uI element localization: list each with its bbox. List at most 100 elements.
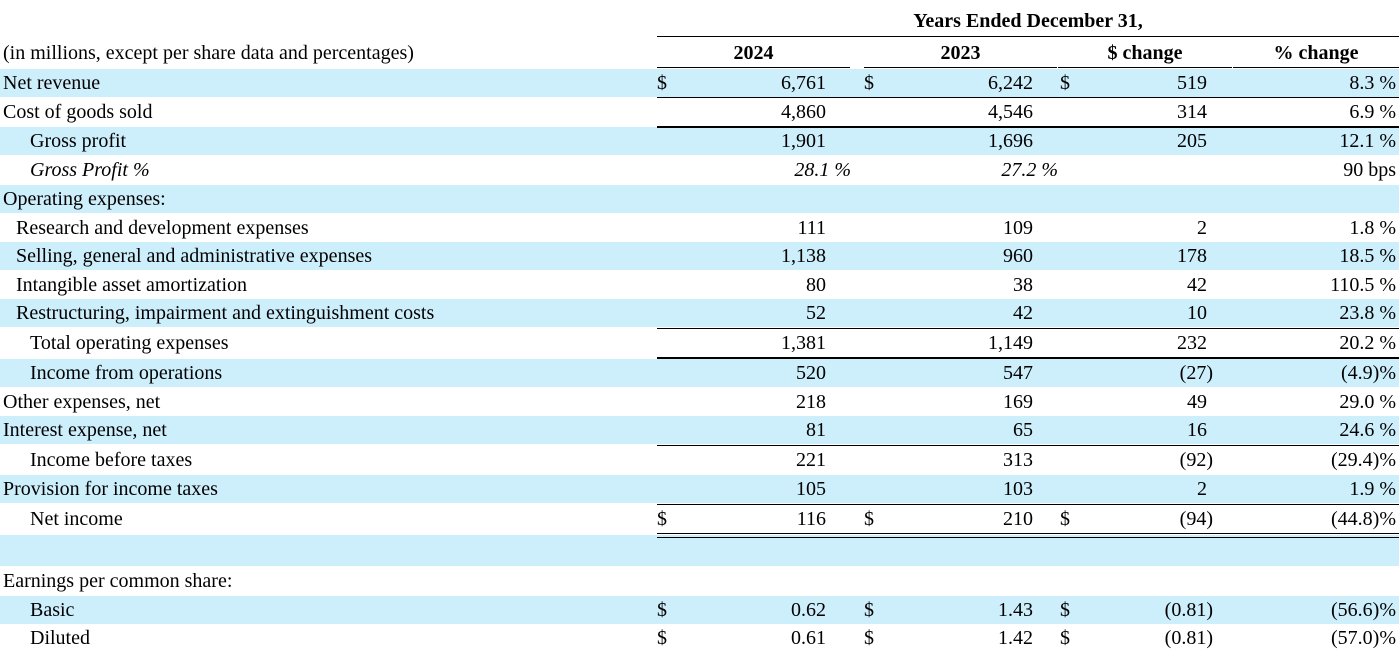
value-2023: 1.43 xyxy=(998,599,1033,621)
value-dollar-change: (27) xyxy=(1179,362,1213,384)
table-row-eps-diluted: Diluted $ 0.61 $ 1.42 $ (0.81) (57.0)% xyxy=(0,624,1399,652)
value-dollar-change: 178 xyxy=(1177,245,1207,267)
value-2023: 1,696 xyxy=(988,130,1033,152)
table-row-total-operating-expenses: Total operating expenses 1,381 1,149 232… xyxy=(0,329,1399,357)
row-label: Cost of goods sold xyxy=(3,101,153,123)
value-2023: 42 xyxy=(1013,302,1033,324)
dollar-sign: $ xyxy=(864,72,874,94)
row-label: Income before taxes xyxy=(30,449,193,471)
value-2024: 1,381 xyxy=(781,332,826,354)
value-dollar-change: 2 xyxy=(1197,217,1207,239)
dollar-sign: $ xyxy=(1060,72,1070,94)
value-2023: 103 xyxy=(1003,478,1033,500)
row-label: Other expenses, net xyxy=(3,391,161,413)
column-header-percent-change: % change xyxy=(1233,38,1399,68)
value-percent-change: 1.8 % xyxy=(1349,217,1396,239)
value-dollar-change: (0.81) xyxy=(1164,599,1213,621)
value-2023: 6,242 xyxy=(988,72,1033,94)
dollar-sign: $ xyxy=(657,72,667,94)
table-header-columns-row: (in millions, except per share data and … xyxy=(0,38,1399,68)
value-2024: 1,901 xyxy=(781,130,826,152)
rule-line xyxy=(657,445,1399,446)
table-row-eps-basic: Basic $ 0.62 $ 1.43 $ (0.81) (56.6)% xyxy=(0,596,1399,624)
units-note: (in millions, except per share data and … xyxy=(3,42,414,64)
dollar-sign: $ xyxy=(864,627,874,649)
table-row-other-expenses: Other expenses, net 218 169 49 29.0 % xyxy=(0,388,1399,416)
value-2024: 0.61 xyxy=(791,627,826,649)
rule-line xyxy=(657,504,1399,505)
dollar-sign: $ xyxy=(657,599,667,621)
value-2024: 81 xyxy=(806,419,826,441)
row-label: Gross profit xyxy=(30,130,127,152)
table-row-research-development: Research and development expenses 111 10… xyxy=(0,214,1399,242)
dollar-sign: $ xyxy=(1060,508,1070,530)
column-header-2024: 2024 xyxy=(657,38,850,68)
value-2024: 52 xyxy=(806,302,826,324)
value-2024: 105 xyxy=(796,478,826,500)
dollar-sign: $ xyxy=(1060,599,1070,621)
rule-line xyxy=(657,357,1399,359)
dollar-sign: $ xyxy=(657,627,667,649)
row-label: Basic xyxy=(30,599,75,621)
row-label: Net revenue xyxy=(3,72,101,94)
value-2023: 1.42 xyxy=(998,627,1033,649)
table-row-sga-expenses: Selling, general and administrative expe… xyxy=(0,242,1399,270)
value-2023: 1,149 xyxy=(988,332,1033,354)
value-percent-change: (29.4)% xyxy=(1331,449,1396,471)
row-label: Interest expense, net xyxy=(3,419,167,441)
dollar-sign: $ xyxy=(657,508,667,530)
value-2024: 116 xyxy=(796,508,826,530)
value-dollar-change: 314 xyxy=(1177,101,1207,123)
value-dollar-change: 232 xyxy=(1177,332,1207,354)
value-dollar-change: 10 xyxy=(1187,302,1207,324)
value-dollar-change: (0.81) xyxy=(1164,627,1213,649)
table-row-net-revenue: Net revenue $ 6,761 $ 6,242 $ 519 8.3 % xyxy=(0,69,1399,97)
value-percent-change: (57.0)% xyxy=(1331,627,1396,649)
table-row-cost-of-goods-sold: Cost of goods sold 4,860 4,546 314 6.9 % xyxy=(0,98,1399,126)
column-header-2023: 2023 xyxy=(864,38,1057,68)
rule-line xyxy=(657,328,1399,329)
row-label: Operating expenses: xyxy=(3,188,166,210)
value-2024: 4,860 xyxy=(781,101,826,123)
table-row-gross-profit: Gross profit 1,901 1,696 205 12.1 % xyxy=(0,127,1399,155)
row-label: Provision for income taxes xyxy=(3,478,218,500)
value-percent-change: 20.2 % xyxy=(1339,332,1396,354)
row-label: Earnings per common share: xyxy=(3,570,233,592)
value-dollar-change: (92) xyxy=(1179,449,1213,471)
table-row-operating-expenses-heading: Operating expenses: xyxy=(0,185,1399,213)
row-label: Gross Profit % xyxy=(30,159,150,181)
value-2024: 6,761 xyxy=(781,72,826,94)
value-2024: 218 xyxy=(796,391,826,413)
value-2023: 38 xyxy=(1013,274,1033,296)
value-dollar-change: 42 xyxy=(1187,274,1207,296)
value-percent-change: 110.5 % xyxy=(1330,274,1396,296)
value-2024: 520 xyxy=(796,362,826,384)
table-row-interest-expense: Interest expense, net 81 65 16 24.6 % xyxy=(0,416,1399,444)
period-title: Years Ended December 31, xyxy=(657,6,1399,37)
table-row-intangible-amortization: Intangible asset amortization 80 38 42 1… xyxy=(0,271,1399,299)
value-2023: 547 xyxy=(1003,362,1033,384)
table-row-income-from-operations: Income from operations 520 547 (27) (4.9… xyxy=(0,359,1399,387)
value-2024: 1,138 xyxy=(781,245,826,267)
row-label: Intangible asset amortization xyxy=(16,274,248,296)
value-2024: 0.62 xyxy=(791,599,826,621)
value-percent-change: 23.8 % xyxy=(1339,302,1396,324)
value-dollar-change: 16 xyxy=(1187,419,1207,441)
row-label: Income from operations xyxy=(30,362,223,384)
rule-line xyxy=(657,126,1399,128)
column-header-dollar-change: $ change xyxy=(1058,38,1232,68)
dollar-sign: $ xyxy=(864,599,874,621)
value-dollar-change: 205 xyxy=(1177,130,1207,152)
row-label: Diluted xyxy=(30,627,90,649)
value-percent-change: 1.9 % xyxy=(1349,478,1396,500)
table-row-gross-profit-percent: Gross Profit % 28.1 % 27.2 % 90 bps xyxy=(0,156,1399,184)
row-label: Research and development expenses xyxy=(16,217,309,239)
value-2023: 109 xyxy=(1003,217,1033,239)
table-row-provision-income-taxes: Provision for income taxes 105 103 2 1.9… xyxy=(0,475,1399,503)
value-percent-change: 18.5 % xyxy=(1339,245,1396,267)
value-percent-change: 90 bps xyxy=(1343,159,1396,181)
double-rule-line xyxy=(657,533,1399,538)
value-percent-change: 29.0 % xyxy=(1339,391,1396,413)
value-percent-change: 12.1 % xyxy=(1339,130,1396,152)
table-header-title-row: Years Ended December 31, xyxy=(0,6,1399,37)
